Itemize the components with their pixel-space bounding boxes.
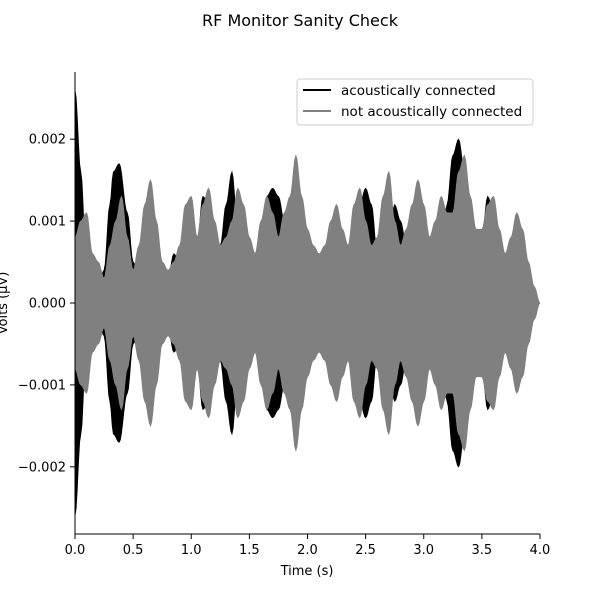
x-ticks: 0.0 0.5 1.0 1.5 2.0 2.5 3.0 3.5 4.0: [65, 534, 551, 558]
y-tick-label: 0.000: [29, 297, 66, 312]
x-tick-label: 3.0: [413, 543, 434, 558]
legend-box: [296, 78, 534, 126]
series-not-acoustically-connected: [75, 154, 540, 452]
series-layer: [75, 89, 540, 517]
x-tick-label: 0.0: [65, 543, 86, 558]
y-ticks: −0.002 −0.001 0.000 0.001 0.002: [18, 133, 75, 475]
legend: acoustically connected not acoustically …: [296, 78, 534, 126]
y-axis-label: Volts (µV): [0, 272, 11, 335]
x-tick-label: 1.5: [239, 543, 260, 558]
legend-label-not-acoustically-connected: not acoustically connected: [341, 104, 522, 120]
x-tick-label: 2.0: [297, 543, 318, 558]
x-axis-label: Time (s): [280, 564, 334, 579]
x-tick-label: 4.0: [530, 543, 551, 558]
y-tick-label: −0.002: [18, 460, 66, 475]
chart-title: RF Monitor Sanity Check: [202, 11, 399, 30]
y-tick-label: 0.001: [29, 215, 66, 230]
y-tick-label: −0.001: [18, 378, 66, 393]
x-tick-label: 3.5: [472, 543, 493, 558]
x-tick-label: 0.5: [123, 543, 144, 558]
y-tick-label: 0.002: [29, 133, 66, 148]
x-tick-label: 1.0: [181, 543, 202, 558]
x-tick-label: 2.5: [355, 543, 376, 558]
legend-label-acoustically-connected: acoustically connected: [341, 83, 496, 99]
